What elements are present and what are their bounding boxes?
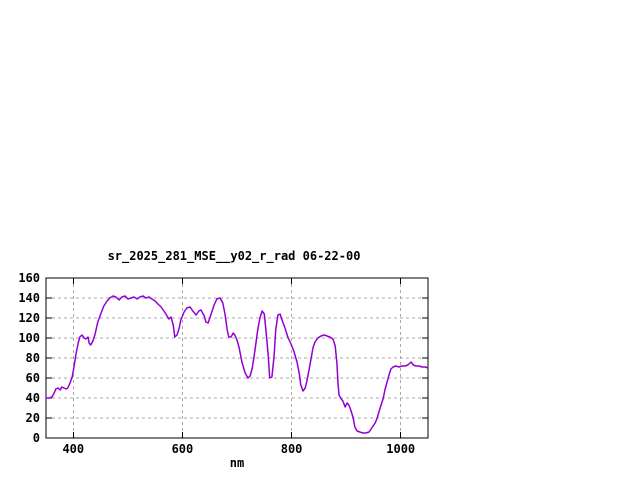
y-tick-label: 40 [25,391,40,405]
chart-title: sr_2025_281_MSE__y02_r_rad 06-22-00 [107,249,361,263]
y-tick-label: 140 [18,291,40,305]
y-tick-label: 100 [18,331,40,345]
y-tick-label: 160 [18,271,40,285]
x-tick-label: 400 [62,442,85,456]
y-tick-label: 60 [25,371,40,385]
y-tick-label: 80 [25,351,40,365]
x-tick-label: 800 [280,442,303,456]
spectrum-line [45,295,429,434]
x-tick-label: 1000 [386,442,416,456]
y-tick-label: 120 [18,311,40,325]
y-tick-label: 0 [32,431,40,445]
y-tick-label: 20 [25,411,40,425]
x-tick-label: 600 [171,442,194,456]
x-axis-label: nm [229,456,245,470]
